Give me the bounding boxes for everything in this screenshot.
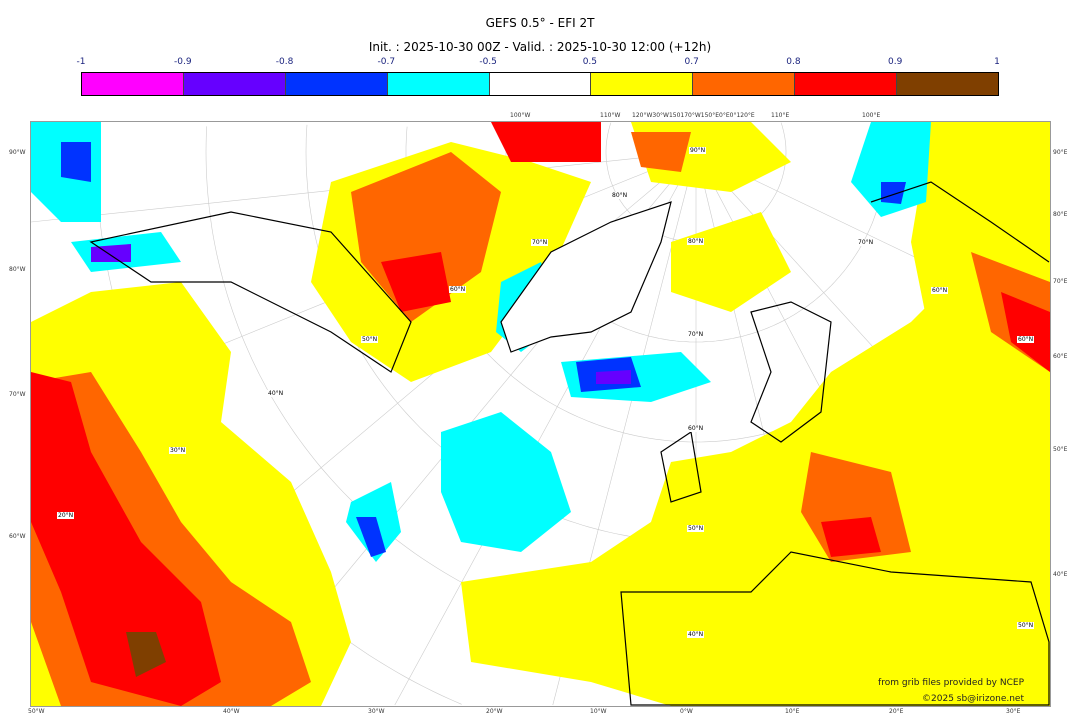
latitude-label: 80°N <box>687 238 705 245</box>
latitude-label: 70°N <box>687 331 705 338</box>
latitude-label: 60°N <box>931 287 949 294</box>
colorbar-tick: 0.7 <box>684 57 699 67</box>
axis-tick-top: 100°W <box>510 112 531 119</box>
axis-tick-bottom: 30°E <box>1006 708 1021 715</box>
axis-tick-bottom: 20°E <box>889 708 904 715</box>
latitude-label: 60°N <box>687 425 705 432</box>
colorbar-segment <box>183 73 286 95</box>
colorbar-tick: 0.9 <box>888 57 903 67</box>
axis-tick-bottom: 10°E <box>785 708 800 715</box>
latitude-label: 50°N <box>687 525 705 532</box>
map-title: GEFS 0.5° - EFI 2T <box>485 16 595 30</box>
axis-tick-top: 110°W <box>600 112 621 119</box>
efi-fields <box>31 122 1050 706</box>
axis-tick-left: 60°W <box>9 533 26 540</box>
map-layer <box>31 122 1050 706</box>
axis-tick-bottom: 50°W <box>28 708 45 715</box>
copyright-credit: ©2025 sb@irizone.net <box>922 694 1024 704</box>
colorbar <box>81 72 999 96</box>
latitude-label: 60°N <box>449 286 467 293</box>
latitude-label: 50°N <box>1017 622 1035 629</box>
colorbar-tick: 1 <box>994 57 1000 67</box>
latitude-label: 30°N <box>169 447 187 454</box>
map-subtitle: Init. : 2025-10-30 00Z - Valid. : 2025-1… <box>368 40 712 54</box>
latitude-label: 50°N <box>361 336 379 343</box>
axis-tick-left: 90°W <box>9 149 26 156</box>
axis-tick-top: 120°W30°W150170°W150°E0°E0°120°E <box>632 112 755 119</box>
axis-tick-bottom: 30°W <box>368 708 385 715</box>
axis-tick-top: 100°E <box>862 112 881 119</box>
axis-tick-right: 70°E <box>1053 278 1068 285</box>
colorbar-segment <box>285 73 388 95</box>
colorbar-tick: 0.8 <box>786 57 801 67</box>
axis-tick-bottom: 10°W <box>590 708 607 715</box>
coastlines <box>89 181 1050 706</box>
colorbar-segment <box>591 73 694 95</box>
axis-tick-left: 70°W <box>9 391 26 398</box>
axis-tick-bottom: 20°W <box>486 708 503 715</box>
latitude-label: 80°N <box>611 192 629 199</box>
latitude-label: 40°N <box>687 631 705 638</box>
colorbar-segment <box>82 73 184 95</box>
colorbar-tick: -0.5 <box>479 57 497 67</box>
axis-tick-right: 50°E <box>1053 446 1068 453</box>
axis-tick-right: 80°E <box>1053 211 1068 218</box>
latitude-label: 90°N <box>689 147 707 154</box>
colorbar-tick: -0.9 <box>173 57 192 67</box>
colorbar-tick: 0.5 <box>582 57 598 67</box>
axis-tick-right: 90°E <box>1053 149 1068 156</box>
latitude-label: 70°N <box>531 239 549 246</box>
colorbar-segment <box>693 73 796 95</box>
colorbar-segment <box>897 73 999 95</box>
colorbar-tick: -0.7 <box>377 57 396 67</box>
efi-map: 90°N 80°N 70°N 60°N 50°N 40°N 30°N 20°N 80°N 70°N… <box>30 121 1051 707</box>
latitude-label: 60°N <box>1017 336 1035 343</box>
colorbar-segment <box>387 73 490 95</box>
colorbar-tick: -1 <box>76 57 86 67</box>
axis-tick-bottom: 40°W <box>223 708 240 715</box>
latitude-label: 20°N <box>57 512 75 519</box>
colorbar-tick: -0.8 <box>275 57 294 67</box>
latitude-label: 70°N <box>857 239 875 246</box>
latitude-label: 40°N <box>267 390 285 397</box>
axis-tick-left: 80°W <box>9 266 26 273</box>
data-source-credit: from grib files provided by NCEP <box>878 678 1024 688</box>
axis-tick-right: 60°E <box>1053 353 1068 360</box>
axis-tick-right: 40°E <box>1053 571 1068 578</box>
axis-tick-bottom: 0°W <box>680 708 693 715</box>
latitude-circle <box>780 122 787 152</box>
colorbar-segment <box>795 73 898 95</box>
axis-tick-top: 110°E <box>771 112 790 119</box>
colorbar-segment <box>489 73 592 95</box>
